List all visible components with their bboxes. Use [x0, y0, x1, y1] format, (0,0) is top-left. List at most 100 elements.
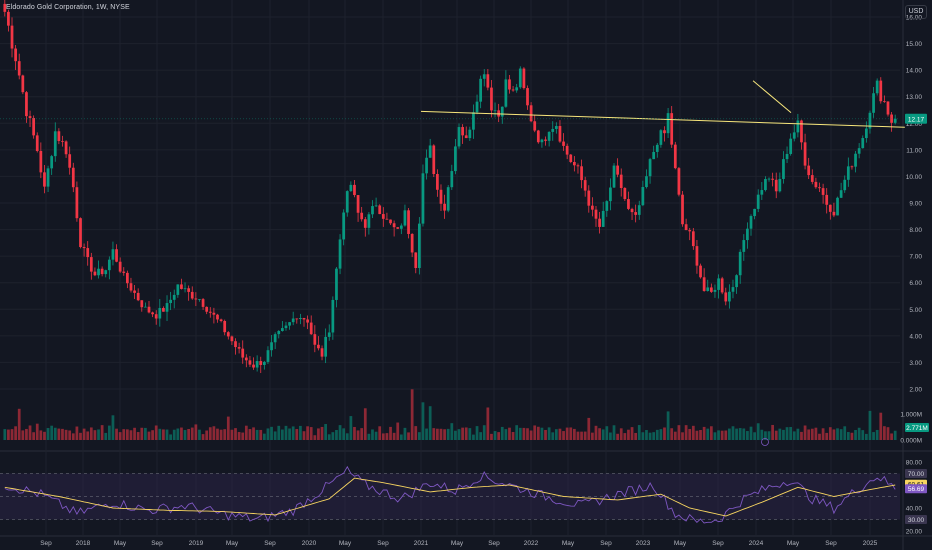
volume-bar: [872, 432, 875, 440]
volume-bar: [317, 428, 320, 440]
trendline: [420, 110, 905, 128]
volume-bar: [749, 426, 753, 440]
candle-body: [432, 145, 436, 175]
candle-body: [14, 48, 17, 62]
candle-body: [461, 127, 464, 136]
y-tick-label: 12.00: [906, 121, 923, 128]
candle-body: [695, 246, 699, 266]
candle-body: [699, 265, 702, 278]
candle-body: [75, 187, 79, 219]
candle-body: [270, 342, 273, 351]
volume-bar: [702, 426, 706, 440]
volume-bar: [417, 432, 421, 440]
candle-body: [93, 271, 97, 276]
candle-body: [540, 139, 544, 143]
volume-bar: [439, 428, 443, 440]
candle-body: [259, 361, 263, 365]
volume-bar: [634, 432, 638, 440]
volume-bar: [198, 429, 201, 440]
volume-bar: [190, 427, 194, 440]
candle-body: [32, 118, 36, 136]
y-tick-label: 11.00: [906, 147, 922, 154]
y-tick-label: 7.00: [909, 254, 922, 261]
candle-body: [61, 140, 64, 142]
candle-body: [821, 188, 825, 195]
candle-body: [237, 347, 241, 349]
candle-body: [598, 218, 601, 227]
candle-body: [349, 184, 353, 192]
candle-body: [299, 318, 302, 320]
candle-body: [544, 139, 547, 141]
volume-bar: [742, 428, 746, 440]
volume-bar: [226, 416, 230, 440]
candle-body: [749, 216, 753, 229]
candle-body: [302, 318, 306, 320]
candle-body: [3, 3, 7, 12]
volume-bar: [82, 428, 86, 440]
candle-body: [25, 92, 28, 117]
candle-body: [378, 205, 382, 215]
volume-bar: [273, 431, 277, 440]
volume-bar: [601, 429, 605, 440]
candle-body: [818, 187, 821, 189]
volume-bar: [789, 426, 793, 440]
volume-bar: [800, 431, 803, 440]
volume-bar: [154, 425, 158, 440]
x-tick-label: 2018: [76, 540, 91, 547]
volume-bar: [367, 433, 371, 440]
volume-bar: [255, 429, 259, 440]
volume-bar: [392, 432, 396, 440]
currency-selector[interactable]: USD: [905, 5, 927, 19]
volume-bar: [165, 429, 169, 440]
candle-body: [306, 319, 309, 323]
rsi-value-label: 70.00: [908, 471, 925, 478]
candle-body: [518, 68, 522, 88]
candle-body: [324, 336, 328, 357]
candle-body: [893, 118, 897, 123]
x-tick-label: May: [674, 540, 687, 547]
candle-body: [753, 208, 756, 217]
candle-body: [594, 209, 598, 219]
volume-bar: [605, 426, 609, 440]
x-tick-label: Sep: [600, 540, 612, 547]
volume-bar: [641, 432, 645, 440]
volume-bar: [118, 432, 122, 440]
volume-bar: [111, 415, 115, 440]
volume-bar: [497, 432, 501, 440]
volume-bar: [410, 389, 414, 440]
volume-bar: [893, 430, 897, 440]
candle-body: [742, 240, 746, 252]
candle-body: [295, 318, 299, 320]
candle-body: [648, 159, 652, 177]
volume-bar: [684, 425, 688, 440]
candle-body: [241, 348, 245, 358]
candle-body: [760, 190, 764, 195]
volume-bar: [230, 429, 234, 440]
x-tick-label: 2025: [863, 540, 878, 547]
volume-bar: [421, 402, 425, 440]
candle-body: [785, 153, 789, 160]
candle-body: [836, 197, 839, 216]
candle-body: [82, 247, 86, 249]
candle-body: [234, 341, 237, 348]
volume-bar: [35, 423, 39, 440]
volume-bar: [107, 425, 111, 440]
candle-body: [39, 150, 43, 173]
candle-body: [482, 74, 486, 79]
candle-body: [500, 106, 504, 117]
volume-bar: [782, 429, 785, 440]
y-tick-label: 9.00: [909, 201, 922, 208]
candle-body: [724, 292, 728, 302]
candle-body: [728, 291, 731, 302]
candle-body: [803, 142, 807, 166]
candle-body: [407, 210, 410, 234]
candle-body: [176, 284, 180, 295]
volume-bar: [583, 431, 587, 440]
candle-body: [219, 319, 223, 321]
volume-bar: [291, 426, 295, 440]
volume-bar: [666, 411, 670, 440]
volume-bar: [655, 429, 659, 440]
candles: [3, 0, 897, 374]
candle-body: [493, 110, 497, 112]
